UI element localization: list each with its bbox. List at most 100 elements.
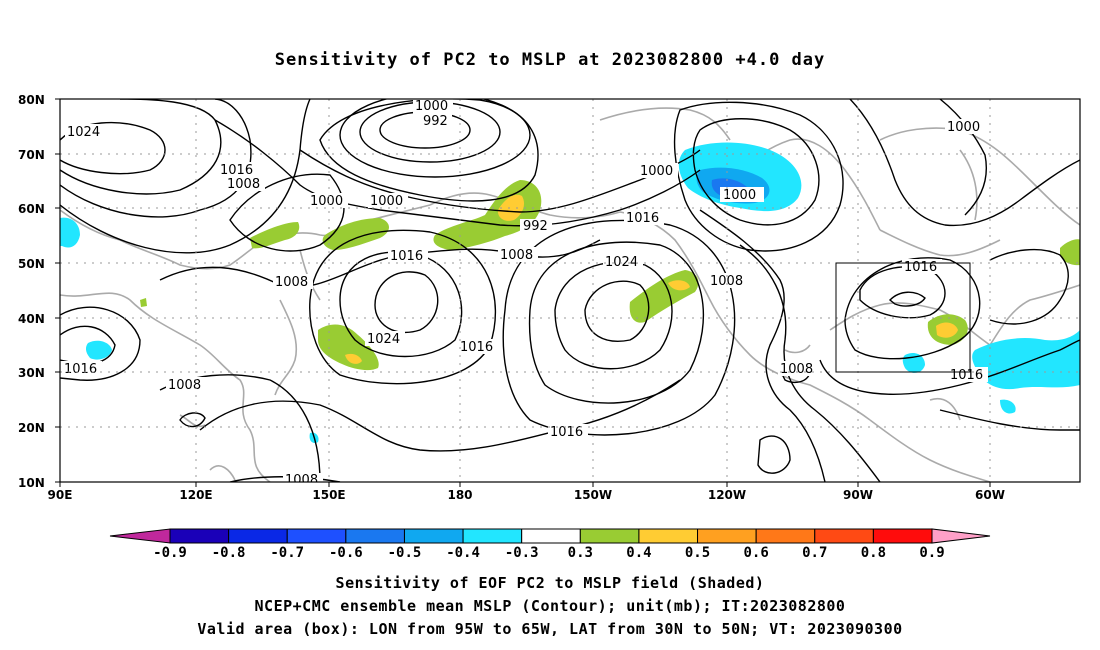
colorbar-swatch <box>228 528 288 544</box>
colorbar-swatch <box>521 528 581 544</box>
contour-label: 1016 <box>550 425 583 440</box>
colorbar-swatch <box>697 528 757 544</box>
caption-line-3: Valid area (box): LON from 95W to 65W, L… <box>197 620 903 638</box>
map-frame <box>59 98 1081 483</box>
contour-label: 1016 <box>460 340 493 355</box>
colorbar-swatch <box>755 528 816 544</box>
colorbar: -0.9 -0.8 -0.7 -0.6 -0.5 -0.4 -0.3 0.3 0.4 0.5 0.6… <box>109 528 991 561</box>
colorbar-low-end <box>109 528 171 544</box>
lat-label: 30N <box>18 366 45 380</box>
contour-label: 1016 <box>64 362 97 377</box>
lat-label: 10N <box>18 476 45 490</box>
lon-label: 150W <box>574 488 612 502</box>
colorbar-label: -0.5 <box>388 545 422 561</box>
colorbar-label: 0.8 <box>861 545 886 561</box>
lon-labels: 90E 120E 150E 180 150W 120W 90W 60W <box>48 488 1005 502</box>
sensitivity-shading <box>60 142 1080 443</box>
pos-region-npac <box>629 270 699 323</box>
pos-region-east-us-core <box>936 322 958 338</box>
lon-label: 60W <box>975 488 1005 502</box>
contour-label: 1016 <box>950 368 983 383</box>
pos-region-asia-small <box>140 298 147 307</box>
contour-label: 1016 <box>390 249 423 264</box>
colorbar-swatch <box>579 528 640 544</box>
mslp-contours <box>60 99 1080 482</box>
lat-label: 80N <box>18 93 45 107</box>
neg-region-atlantic <box>972 330 1080 390</box>
colorbar-label: -0.3 <box>505 545 539 561</box>
pos-region-bering <box>433 180 542 250</box>
colorbar-label: -0.7 <box>270 545 304 561</box>
colorbar-high-end <box>931 528 991 544</box>
axis-ticks <box>55 98 991 487</box>
contour-label: 1000 <box>370 194 403 209</box>
contour-labels: 1024 1016 1008 1000 992 1000 1000 1000 9… <box>62 99 989 488</box>
colorbar-label: 0.5 <box>685 545 710 561</box>
lon-label: 90W <box>843 488 873 502</box>
colorbar-label: -0.8 <box>212 545 246 561</box>
contour-label: 1016 <box>220 163 253 178</box>
lon-label: 120W <box>708 488 746 502</box>
lat-labels: 80N 70N 60N 50N 40N 30N 20N 10N <box>18 93 45 490</box>
pos-region-okhotsk <box>250 222 300 249</box>
valid-area-box <box>835 262 971 373</box>
pos-region-east-edge <box>1060 239 1080 266</box>
colorbar-label: 0.6 <box>744 545 769 561</box>
contour-label: 1008 <box>275 275 308 290</box>
neg-region-asia <box>85 340 112 360</box>
lon-label: 90E <box>48 488 73 502</box>
colorbar-swatch <box>286 528 347 544</box>
contour-label: 1000 <box>947 120 980 135</box>
contour-label: 1016 <box>904 260 937 275</box>
pos-region-japan <box>318 324 379 371</box>
chart-title: Sensitivity of PC2 to MSLP at 2023082800… <box>274 50 826 70</box>
colorbar-swatch <box>462 528 523 544</box>
lat-label: 50N <box>18 257 45 271</box>
pos-region-npac-core <box>668 280 690 291</box>
coastlines <box>60 107 1080 482</box>
colorbar-swatch <box>638 528 699 544</box>
lat-label: 70N <box>18 148 45 162</box>
contour-label: 1000 <box>640 164 673 179</box>
contour-label: 1000 <box>310 194 343 209</box>
contour-label: 1016 <box>626 211 659 226</box>
pos-region-kamchatka <box>322 218 389 250</box>
colorbar-swatch <box>403 528 464 544</box>
lat-label: 20N <box>18 421 45 435</box>
caption-line-1: Sensitivity of EOF PC2 to MSLP field (Sh… <box>335 574 765 592</box>
map-area: 1024 1016 1008 1000 992 1000 1000 1000 9… <box>60 99 1080 488</box>
lat-label: 40N <box>18 312 45 326</box>
contour-label: 1024 <box>367 332 400 347</box>
neg-region-atlantic-2 <box>1000 399 1016 414</box>
contour-label: 1024 <box>67 125 100 140</box>
colorbar-label: 0.9 <box>919 545 944 561</box>
lon-label: 150E <box>312 488 345 502</box>
lat-label: 60N <box>18 202 45 216</box>
lon-label: 180 <box>447 488 472 502</box>
colorbar-label: 0.7 <box>802 545 827 561</box>
caption-line-2: NCEP+CMC ensemble mean MSLP (Contour); u… <box>254 597 846 615</box>
contour-label: 1008 <box>500 248 533 263</box>
contour-label: 1008 <box>227 177 260 192</box>
contour-label: 1000 <box>723 188 756 203</box>
contour-label: 1008 <box>710 274 743 289</box>
colorbar-swatch <box>872 528 933 544</box>
colorbar-swatch <box>169 528 230 544</box>
contour-label: 1008 <box>168 378 201 393</box>
neg-region-west-edge <box>60 217 80 248</box>
colorbar-swatch <box>345 528 405 544</box>
pos-region-bering-core <box>497 194 525 221</box>
colorbar-label: 0.4 <box>626 545 651 561</box>
contour-label: 1000 <box>415 99 448 114</box>
colorbar-label: -0.9 <box>153 545 187 561</box>
contour-label: 992 <box>423 114 448 129</box>
lon-label: 120E <box>179 488 212 502</box>
colorbar-label: -0.6 <box>329 545 363 561</box>
contour-label: 1008 <box>780 362 813 377</box>
contour-label: 992 <box>523 219 548 234</box>
colorbar-label: -0.4 <box>446 545 480 561</box>
contour-label: 1008 <box>285 473 318 488</box>
colorbar-label: 0.3 <box>568 545 593 561</box>
colorbar-swatch <box>814 528 874 544</box>
